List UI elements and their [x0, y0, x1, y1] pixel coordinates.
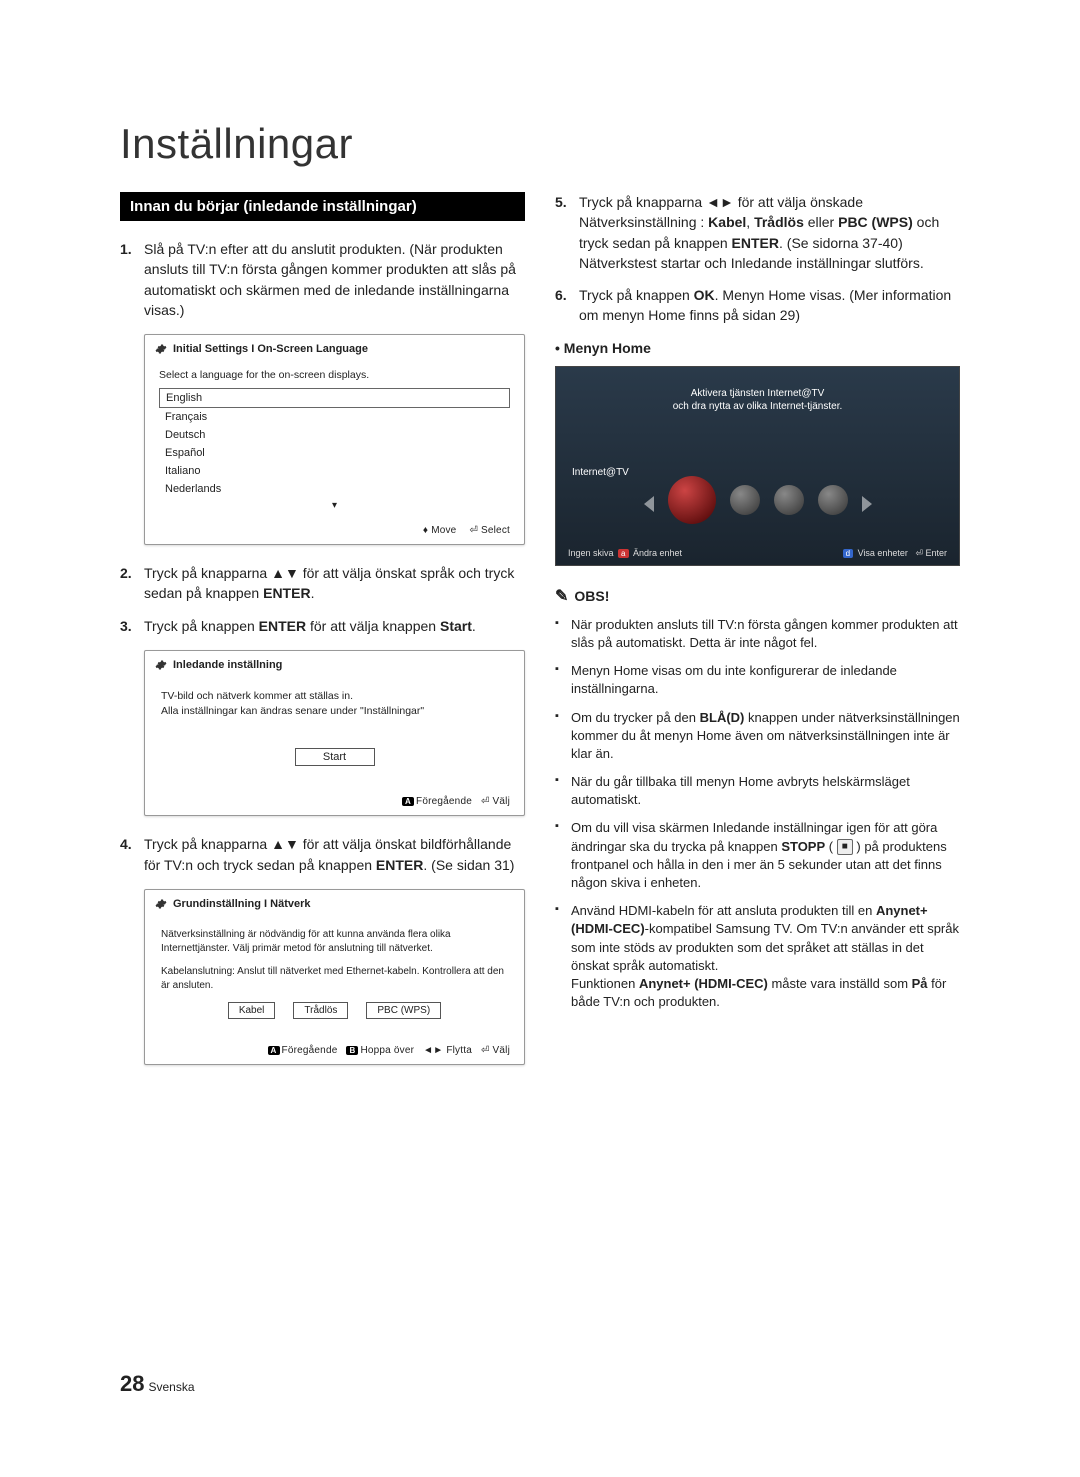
gear-icon: [155, 343, 167, 355]
page-number: 28Svenska: [120, 1371, 195, 1397]
screenshot-language: Initial Settings I On-Screen Language Se…: [144, 334, 525, 545]
network-option[interactable]: Trådlös: [293, 1002, 348, 1019]
menu-orb[interactable]: [818, 485, 848, 515]
lang-option[interactable]: Français: [159, 408, 510, 426]
nav-left-icon[interactable]: [644, 496, 654, 512]
note-item: När produkten ansluts till TV:n första g…: [555, 616, 960, 652]
lang-option[interactable]: Español: [159, 444, 510, 462]
lang-option[interactable]: Deutsch: [159, 426, 510, 444]
nav-right-icon[interactable]: [862, 496, 872, 512]
shot3-line: Kabelanslutning: Anslut till nätverket m…: [161, 965, 508, 992]
menu-orb[interactable]: [774, 485, 804, 515]
note-item: Om du trycker på den BLÅ(D) knappen unde…: [555, 709, 960, 764]
shot2-title: Inledande inställning: [173, 659, 282, 671]
shot2-footer: AFöregående ⏎ Välj: [145, 792, 524, 815]
screenshot-network: Grundinställning I Nätverk Nätverksinstä…: [144, 889, 525, 1065]
more-indicator-icon: ▾: [159, 498, 510, 511]
note-item: Om du vill visa skärmen Inledande instäl…: [555, 819, 960, 892]
lang-option[interactable]: Italiano: [159, 462, 510, 480]
shot2-line: Alla inställningar kan ändras senare und…: [161, 704, 508, 719]
home-menu-header: • Menyn Home: [555, 340, 960, 356]
shot3-footer: AFöregående BHoppa över ◄► Flytta ⏎ Välj: [145, 1041, 524, 1064]
menu-orb[interactable]: [730, 485, 760, 515]
step-3: 3. Tryck på knappen ENTER för att välja …: [120, 616, 525, 636]
gear-icon: [155, 659, 167, 671]
start-button[interactable]: Start: [295, 748, 375, 766]
note-header: ✎OBS!: [555, 586, 960, 606]
shot1-prompt: Select a language for the on-screen disp…: [159, 369, 510, 381]
lang-option[interactable]: English: [159, 388, 510, 408]
step-5: 5. Tryck på knapparna ◄► för att välja ö…: [555, 192, 960, 273]
stop-icon: ■: [837, 839, 853, 855]
screenshot-home-menu: Aktivera tjänsten Internet@TV och dra ny…: [555, 366, 960, 566]
shot2-line: TV-bild och nätverk kommer att ställas i…: [161, 689, 508, 704]
note-icon: ✎: [555, 588, 568, 605]
page-title: Inställningar: [120, 120, 960, 168]
step-4: 4. Tryck på knapparna ▲▼ för att välja ö…: [120, 834, 525, 875]
right-column: 5. Tryck på knapparna ◄► för att välja ö…: [555, 192, 960, 1083]
lang-option[interactable]: Nederlands: [159, 480, 510, 498]
left-column: Innan du börjar (inledande inställningar…: [120, 192, 525, 1083]
step-1: 1. Slå på TV:n efter att du anslutit pro…: [120, 239, 525, 320]
shot1-title: Initial Settings I On-Screen Language: [173, 343, 368, 355]
screenshot-initial: Inledande inställning TV-bild och nätver…: [144, 650, 525, 816]
note-item: När du går tillbaka till menyn Home avbr…: [555, 773, 960, 809]
shot3-line: Nätverksinställning är nödvändig för att…: [161, 928, 508, 955]
home-banner-line: Aktivera tjänsten Internet@TV: [568, 387, 947, 400]
note-item: Menyn Home visas om du inte konfigurerar…: [555, 662, 960, 698]
shot1-footer: ♦ Move ⏎ Select: [145, 521, 524, 544]
menu-orb[interactable]: [668, 476, 716, 524]
network-option[interactable]: PBC (WPS): [366, 1002, 441, 1019]
section-header: Innan du börjar (inledande inställningar…: [120, 192, 525, 221]
home-banner-line: och dra nytta av olika Internet-tjänster…: [568, 400, 947, 413]
note-item: Använd HDMI-kabeln för att ansluta produ…: [555, 902, 960, 1011]
shot3-title: Grundinställning I Nätverk: [173, 898, 311, 910]
gear-icon: [155, 898, 167, 910]
home-label: Internet@TV: [572, 467, 629, 478]
step-6: 6. Tryck på knappen OK. Menyn Home visas…: [555, 285, 960, 326]
network-option[interactable]: Kabel: [228, 1002, 276, 1019]
step-2: 2. Tryck på knapparna ▲▼ för att välja ö…: [120, 563, 525, 604]
